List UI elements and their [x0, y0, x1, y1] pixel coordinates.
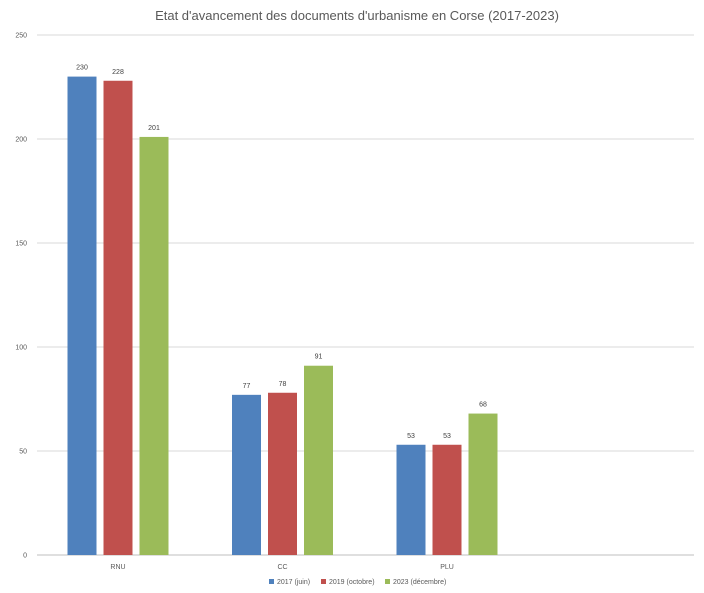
y-tick-label: 150: [15, 241, 27, 248]
bar: [268, 392, 297, 555]
bar: [396, 444, 426, 555]
y-tick-label: 250: [15, 33, 27, 40]
gridlines: [37, 34, 694, 556]
y-tick-label: 0: [23, 553, 27, 560]
data-label: 68: [479, 402, 487, 409]
legend: 2017 (juin) 2019 (octobre) 2023 (décembre): [269, 579, 446, 586]
data-label: 91: [315, 354, 323, 361]
data-label: 53: [443, 433, 451, 440]
bars: [67, 76, 498, 556]
chart-title: Etat d'avancement des documents d'urbani…: [155, 8, 559, 23]
y-tick-label: 100: [15, 345, 27, 352]
x-axis-categories: RNU CC PLU: [110, 564, 453, 571]
bar: [432, 444, 462, 555]
bar: [304, 365, 333, 555]
legend-label: 2019 (octobre): [329, 579, 375, 586]
data-label: 228: [112, 69, 124, 76]
legend-label: 2017 (juin): [277, 579, 310, 586]
bar: [139, 136, 169, 556]
y-tick-label: 200: [15, 137, 27, 144]
data-label: 53: [407, 433, 415, 440]
x-category-label: CC: [277, 564, 287, 571]
y-axis-ticks: 0 50 100 150 200 250: [15, 33, 27, 560]
x-category-label: RNU: [110, 564, 125, 571]
bar: [103, 80, 133, 555]
legend-label: 2023 (décembre): [393, 579, 446, 586]
legend-swatch: [385, 579, 390, 584]
legend-swatch: [321, 579, 326, 584]
data-label: 77: [243, 383, 251, 390]
bar: [232, 394, 261, 555]
bar: [67, 76, 97, 555]
data-label: 230: [76, 65, 88, 72]
y-tick-label: 50: [19, 449, 27, 456]
data-label: 201: [148, 125, 160, 132]
data-label: 78: [279, 381, 287, 388]
x-category-label: PLU: [440, 564, 454, 571]
bar: [468, 413, 498, 555]
data-labels: 230 228 201 77 78 91 53 53 68: [76, 65, 487, 440]
legend-swatch: [269, 579, 274, 584]
